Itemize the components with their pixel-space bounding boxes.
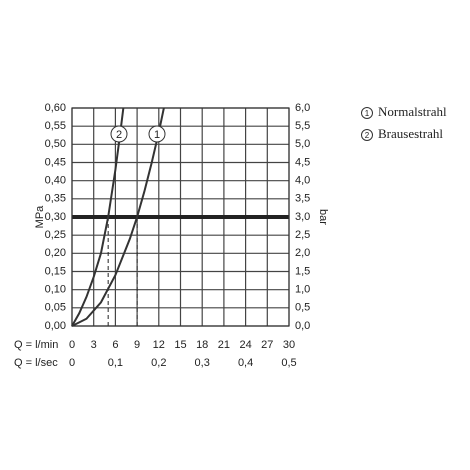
x-tick-label: 9 xyxy=(134,339,140,351)
y2-tick-label: 4,5 xyxy=(295,156,310,168)
y2-tick-label: 3,0 xyxy=(295,211,310,223)
x2-tick-label: 0 xyxy=(69,357,75,369)
x-tick-label: 21 xyxy=(218,339,230,351)
x-tick-label: 3 xyxy=(91,339,97,351)
curve-marker xyxy=(110,125,128,143)
y2-tick-label: 3,5 xyxy=(295,193,310,205)
legend-marker-label: 2 xyxy=(365,131,370,140)
y2-tick-label: 5,5 xyxy=(295,120,310,132)
x-axis-label: Q = l/min xyxy=(14,339,58,351)
y-tick-label: 0,35 xyxy=(45,193,66,205)
y-tick-label: 0,15 xyxy=(45,265,66,277)
y-tick-label: 0,45 xyxy=(45,156,66,168)
y-tick-label: 0,30 xyxy=(45,211,66,223)
legend-label: Brausestrahl xyxy=(378,126,443,141)
x2-tick-label: 0,5 xyxy=(281,357,296,369)
y-tick-label: 0,60 xyxy=(45,102,66,114)
legend-marker xyxy=(361,107,373,119)
x2-tick-label: 0,2 xyxy=(151,357,166,369)
curve-marker-label: 2 xyxy=(116,129,122,141)
y2-tick-label: 2,5 xyxy=(295,229,310,241)
curve xyxy=(71,107,165,327)
y2-tick-label: 0,5 xyxy=(295,302,310,314)
y-tick-label: 0,55 xyxy=(45,120,66,132)
y2-tick-label: 6,0 xyxy=(295,102,310,114)
y2-tick-label: 0,0 xyxy=(295,320,310,332)
x-tick-label: 27 xyxy=(261,339,273,351)
y-tick-label: 0,00 xyxy=(45,320,66,332)
legend-marker-label: 1 xyxy=(365,109,370,118)
curve xyxy=(71,107,125,327)
x-tick-label: 6 xyxy=(112,339,118,351)
y-tick-label: 0,40 xyxy=(45,175,66,187)
y-tick-label: 0,25 xyxy=(45,229,66,241)
x2-axis-label: Q = l/sec xyxy=(14,357,58,369)
y-axis-label: MPa xyxy=(34,205,46,229)
x-tick-label: 24 xyxy=(239,339,251,351)
x2-tick-label: 0,1 xyxy=(108,357,123,369)
legend-marker xyxy=(361,129,373,141)
x-tick-label: 15 xyxy=(174,339,186,351)
y2-tick-label: 1,5 xyxy=(295,265,310,277)
y-tick-label: 0,20 xyxy=(45,247,66,259)
y-tick-label: 0,10 xyxy=(45,284,66,296)
y-tick-label: 0,05 xyxy=(45,302,66,314)
x-tick-label: 0 xyxy=(69,339,75,351)
y2-axis-label: bar xyxy=(317,209,329,225)
y-tick-label: 0,50 xyxy=(45,138,66,150)
legend-label: Normalstrahl xyxy=(378,104,447,119)
x-tick-label: 18 xyxy=(196,339,208,351)
y2-tick-label: 5,0 xyxy=(295,138,310,150)
curve-marker xyxy=(148,125,166,143)
curve-marker-label: 1 xyxy=(154,129,160,141)
x-tick-label: 12 xyxy=(153,339,165,351)
x2-tick-label: 0,4 xyxy=(238,357,253,369)
y2-tick-label: 1,0 xyxy=(295,284,310,296)
y2-tick-label: 4,0 xyxy=(295,175,310,187)
x2-tick-label: 0,3 xyxy=(195,357,210,369)
x-tick-label: 30 xyxy=(283,339,295,351)
y2-tick-label: 2,0 xyxy=(295,247,310,259)
plot-frame xyxy=(71,107,290,327)
